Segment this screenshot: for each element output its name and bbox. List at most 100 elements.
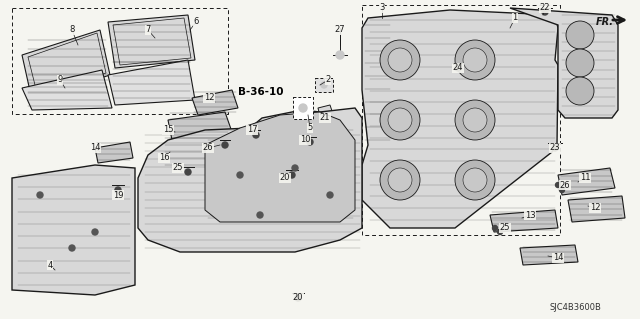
Polygon shape bbox=[28, 33, 106, 97]
Polygon shape bbox=[362, 10, 558, 228]
Circle shape bbox=[295, 295, 301, 301]
Text: 25: 25 bbox=[173, 164, 183, 173]
Text: 11: 11 bbox=[580, 174, 590, 182]
Text: 17: 17 bbox=[246, 125, 257, 135]
Circle shape bbox=[185, 169, 191, 175]
Circle shape bbox=[552, 145, 558, 151]
Polygon shape bbox=[95, 142, 133, 163]
Circle shape bbox=[69, 245, 75, 251]
Text: 3: 3 bbox=[380, 4, 385, 12]
Text: 20: 20 bbox=[280, 174, 291, 182]
Polygon shape bbox=[138, 108, 362, 252]
Polygon shape bbox=[12, 165, 135, 295]
Text: 27: 27 bbox=[335, 26, 346, 34]
Bar bbox=[362, 5, 560, 235]
Polygon shape bbox=[205, 112, 355, 222]
Circle shape bbox=[321, 82, 327, 88]
Text: 5: 5 bbox=[307, 123, 312, 132]
Text: 14: 14 bbox=[90, 144, 100, 152]
Circle shape bbox=[566, 21, 594, 49]
Circle shape bbox=[380, 100, 420, 140]
Circle shape bbox=[336, 51, 344, 59]
Text: 22: 22 bbox=[540, 4, 550, 12]
Text: 4: 4 bbox=[47, 261, 52, 270]
Circle shape bbox=[559, 188, 564, 192]
Polygon shape bbox=[22, 70, 112, 110]
Circle shape bbox=[292, 165, 298, 171]
Text: SJC4B3600B: SJC4B3600B bbox=[549, 303, 601, 313]
Text: 21: 21 bbox=[320, 114, 330, 122]
Text: 1: 1 bbox=[513, 13, 518, 23]
Circle shape bbox=[463, 108, 487, 132]
Circle shape bbox=[388, 48, 412, 72]
Text: 14: 14 bbox=[553, 254, 563, 263]
Text: 16: 16 bbox=[159, 153, 170, 162]
Polygon shape bbox=[510, 8, 618, 118]
Circle shape bbox=[388, 108, 412, 132]
Circle shape bbox=[455, 40, 495, 80]
Polygon shape bbox=[568, 196, 625, 222]
Circle shape bbox=[463, 48, 487, 72]
Text: 25: 25 bbox=[500, 224, 510, 233]
Text: 12: 12 bbox=[204, 93, 214, 102]
Text: 26: 26 bbox=[203, 144, 213, 152]
Circle shape bbox=[380, 40, 420, 80]
Polygon shape bbox=[168, 112, 232, 140]
Circle shape bbox=[299, 104, 307, 112]
Polygon shape bbox=[490, 210, 558, 232]
Text: 8: 8 bbox=[69, 26, 75, 34]
Polygon shape bbox=[108, 15, 195, 68]
Circle shape bbox=[463, 168, 487, 192]
Circle shape bbox=[542, 9, 548, 15]
Text: 24: 24 bbox=[452, 63, 463, 72]
Bar bbox=[60, 255, 80, 273]
Circle shape bbox=[257, 212, 263, 218]
Circle shape bbox=[556, 182, 561, 188]
Circle shape bbox=[493, 226, 497, 231]
Circle shape bbox=[380, 160, 420, 200]
Text: 23: 23 bbox=[550, 144, 560, 152]
Polygon shape bbox=[22, 30, 110, 100]
Text: 26: 26 bbox=[560, 181, 570, 189]
Polygon shape bbox=[318, 105, 335, 124]
Circle shape bbox=[388, 168, 412, 192]
Text: 13: 13 bbox=[525, 211, 535, 219]
Polygon shape bbox=[162, 135, 222, 168]
Text: B-36-10: B-36-10 bbox=[238, 87, 284, 97]
Circle shape bbox=[289, 172, 295, 178]
Bar bbox=[12, 8, 228, 114]
Circle shape bbox=[497, 229, 502, 234]
Circle shape bbox=[92, 229, 98, 235]
Polygon shape bbox=[113, 18, 191, 65]
Circle shape bbox=[566, 77, 594, 105]
Circle shape bbox=[327, 192, 333, 198]
Circle shape bbox=[455, 100, 495, 140]
Polygon shape bbox=[558, 168, 615, 195]
Text: 10: 10 bbox=[300, 136, 310, 145]
Circle shape bbox=[222, 142, 228, 148]
Circle shape bbox=[307, 139, 313, 145]
Bar bbox=[60, 215, 105, 235]
Polygon shape bbox=[520, 245, 578, 265]
Text: 2: 2 bbox=[325, 76, 331, 85]
Circle shape bbox=[566, 49, 594, 77]
Text: 12: 12 bbox=[589, 204, 600, 212]
Bar bbox=[315, 78, 333, 92]
Text: 9: 9 bbox=[58, 76, 63, 85]
Polygon shape bbox=[192, 90, 238, 115]
Text: 7: 7 bbox=[145, 26, 150, 34]
Circle shape bbox=[455, 160, 495, 200]
Text: 19: 19 bbox=[113, 190, 124, 199]
Circle shape bbox=[237, 172, 243, 178]
Bar bbox=[293, 97, 313, 119]
Circle shape bbox=[37, 192, 43, 198]
Polygon shape bbox=[108, 60, 195, 105]
Text: 15: 15 bbox=[163, 125, 173, 135]
Text: FR.: FR. bbox=[596, 17, 614, 27]
Bar bbox=[302, 112, 320, 130]
Circle shape bbox=[455, 65, 461, 71]
Circle shape bbox=[253, 132, 259, 138]
Circle shape bbox=[115, 187, 121, 193]
Text: 20: 20 bbox=[292, 293, 303, 302]
Text: 6: 6 bbox=[193, 18, 198, 26]
